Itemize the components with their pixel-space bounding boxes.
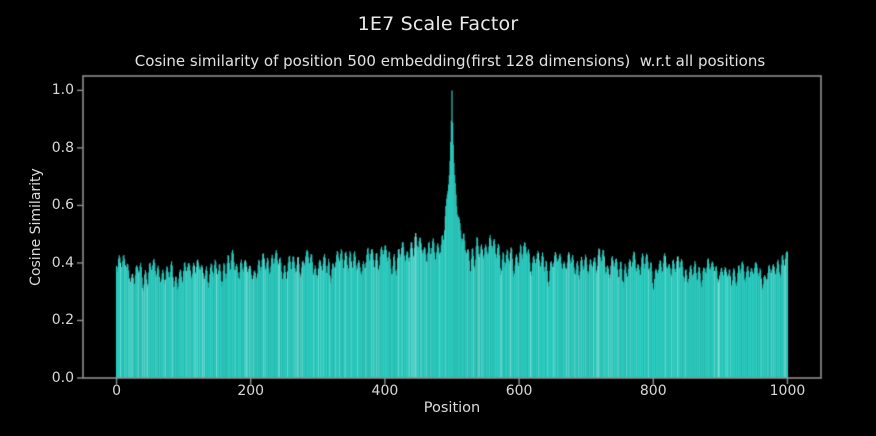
x-axis-label: Position: [423, 400, 481, 416]
y-tick-label-0.2: 0.2: [51, 312, 74, 329]
axes-title: Cosine similarity of position 500 embedd…: [134, 52, 766, 70]
y-tick-label-0.0: 0.0: [51, 370, 74, 386]
x-tick-label-200: 200: [237, 383, 265, 399]
x-tick-label-800: 800: [639, 383, 667, 399]
y-tick-label-0.6: 0.6: [51, 197, 74, 214]
y-tick-label-0.4: 0.4: [51, 254, 74, 271]
y-tick-label-0.8: 0.8: [51, 139, 74, 156]
x-tick-label-0: 0: [112, 383, 121, 399]
figure-title: 1E7 Scale Factor: [357, 13, 519, 35]
y-tick-label-1.0: 1.0: [51, 82, 74, 99]
x-tick-label-1000: 1000: [769, 383, 806, 399]
x-tick-label-600: 600: [505, 383, 533, 399]
x-tick-label-400: 400: [371, 383, 399, 399]
